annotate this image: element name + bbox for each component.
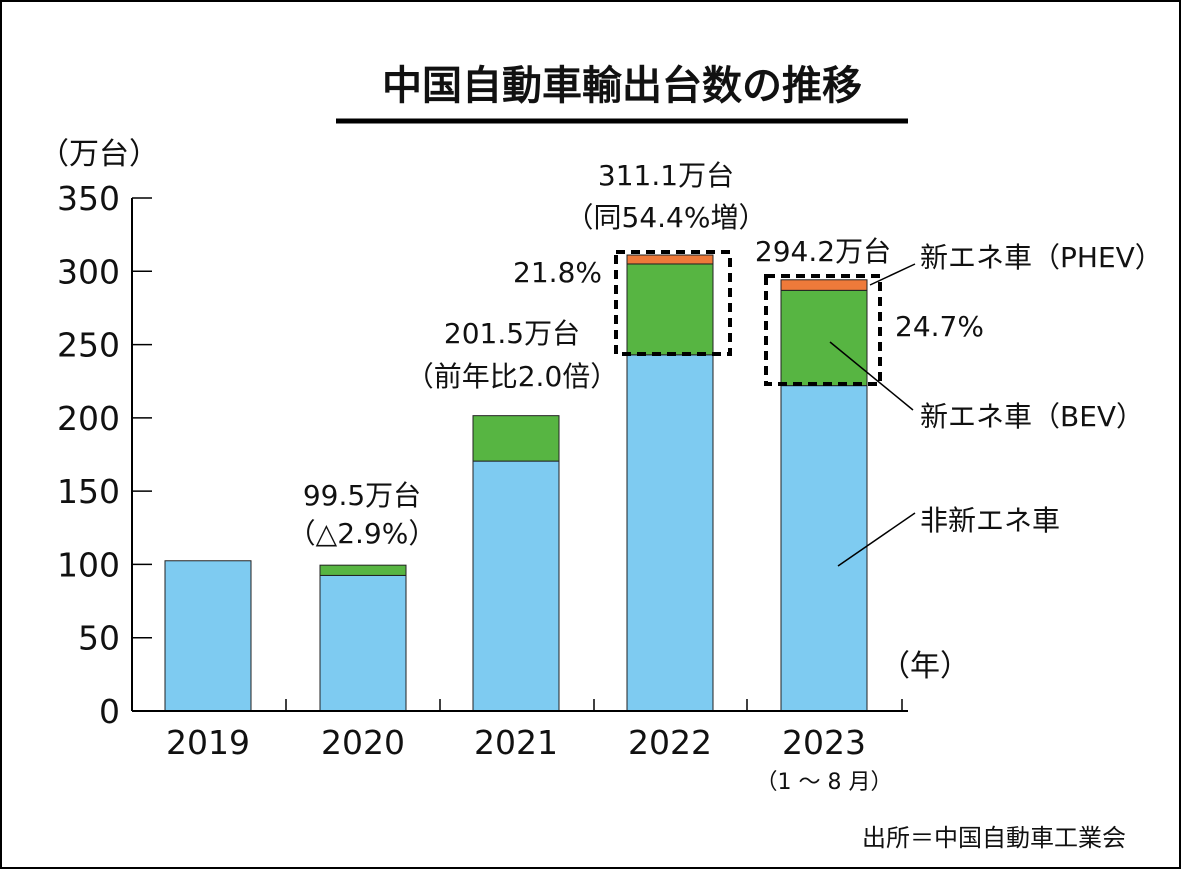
x-tick-note: （1 ～ 8 月） [756,770,893,795]
bar-segment-2022-phev [626,254,714,265]
total-label: 99.5万台 [303,479,421,512]
y-tick-label: 250 [57,326,120,365]
total-label: 201.5万台 [444,317,580,350]
bar-segment-2023-phev [780,279,868,291]
y-axis-unit: （万台） [39,137,159,172]
legend-bev-label: 新エネ車（BEV） [920,400,1144,433]
change-label: （△2.9%） [288,517,437,550]
bar-segment-2023-bev [780,289,868,387]
y-tick-label: 50 [78,619,120,658]
nev-share-box [764,274,882,386]
legend-non-nev-label: 非新エネ車 [920,504,1060,537]
y-tick-label: 200 [57,399,120,438]
x-tick-label: 2023 [782,723,866,762]
bar-segment-2020-bev [319,564,407,576]
bar-segment-2022-non-nev [626,354,714,712]
x-axis-unit: （年） [880,649,970,684]
y-tick-label: 150 [57,472,120,511]
x-tick-label: 2022 [628,723,712,762]
x-tick-label: 2020 [321,723,405,762]
legend-phev-leader [869,263,916,286]
bar-segment-2022-bev [626,263,714,356]
legend-bev-leader [829,341,914,411]
nev-share-box [614,250,732,356]
change-label: （同54.4%増） [566,201,767,234]
y-tick-label: 350 [57,179,120,218]
change-label: （前年比2.0倍） [406,360,619,393]
bar-segment-2021-bev [472,415,560,462]
x-tick-label: 2021 [474,723,558,762]
total-label: 311.1万台 [598,159,734,192]
bar-segment-2020-non-nev [319,574,407,712]
nev-share-label: 21.8% [513,256,602,289]
y-tick-label: 100 [57,545,120,584]
y-tick-label: 0 [99,692,120,731]
x-tick-label: 2019 [166,723,250,762]
y-tick-label: 300 [57,252,120,291]
total-label: 294.2万台 [755,235,891,268]
legend-phev-label: 新エネ車（PHEV） [920,241,1163,274]
chart-title: 中国自動車輸出台数の推移 [382,63,862,109]
bar-segment-2023-non-nev [780,385,868,712]
nev-share-label: 24.7% [895,310,984,343]
bar-segment-2021-non-nev [472,460,560,712]
legend-non-nev-leader [837,512,916,567]
bar-segment-2019-non-nev [164,560,252,712]
source-note: 出所＝中国自動車工業会 [862,824,1126,852]
